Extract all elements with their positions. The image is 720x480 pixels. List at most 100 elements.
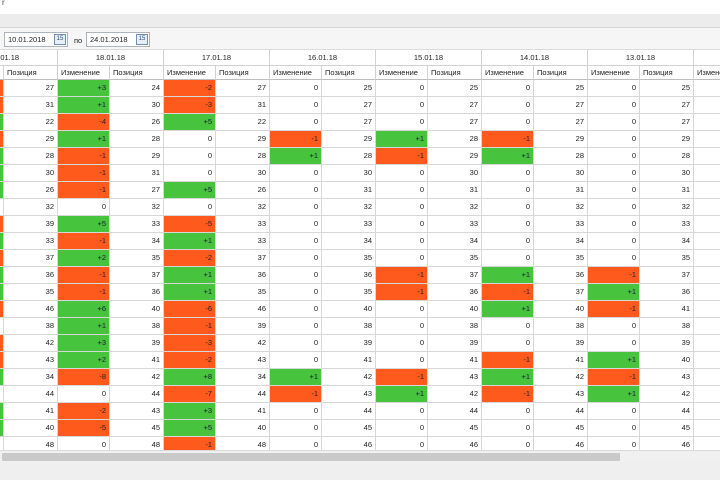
position-cell: 36 [110,284,164,301]
position-cell: 42 [4,335,58,352]
change-cell: 0 [376,420,428,437]
position-cell: 44 [428,403,482,420]
change-cell: 0 [588,335,640,352]
position-cell: 25 [640,80,694,97]
change-column-header[interactable]: Изменение [588,66,640,80]
change-cell: -2 [164,352,216,369]
change-cell: 0 [376,250,428,267]
position-column-header[interactable]: Позиция [216,66,270,80]
change-cell: 0 [376,301,428,318]
change-cell: -1 [58,267,110,284]
change-cell [694,267,720,284]
position-cell: 22 [216,114,270,131]
change-cell: 0 [588,114,640,131]
change-cell [694,250,720,267]
change-cell: 0 [0,437,4,450]
change-cell [694,131,720,148]
position-column-header[interactable]: Позиция [428,66,482,80]
position-column-header[interactable]: Позиция [4,66,58,80]
position-cell: 42 [216,335,270,352]
horizontal-scrollbar[interactable] [0,450,720,462]
position-cell: 40 [640,352,694,369]
change-cell: 0 [270,182,322,199]
date-from-field[interactable]: 10.01.2018 15 [4,32,68,47]
date-column-header[interactable]: 19.01.18 [0,50,58,66]
change-column-header[interactable]: Изменение [58,66,110,80]
position-column-header[interactable]: Позиция [534,66,588,80]
position-cell: 36 [640,284,694,301]
change-cell: -1 [376,284,428,301]
change-cell: -6 [164,301,216,318]
position-column-header[interactable]: Позиция [640,66,694,80]
change-cell: +1 [588,386,640,403]
change-cell: 0 [270,437,322,450]
calendar-icon[interactable]: 15 [136,34,148,45]
position-cell: 29 [110,148,164,165]
position-column-header[interactable]: Позиция [322,66,376,80]
change-cell: +1 [482,369,534,386]
date-to-label: по [74,36,83,45]
position-cell: 30 [216,165,270,182]
change-cell [694,318,720,335]
scrollbar-thumb[interactable] [2,453,620,461]
date-column-header[interactable]: 18.01.18 [58,50,164,66]
position-cell: 30 [110,97,164,114]
position-cell: 22 [4,114,58,131]
change-cell: 0 [376,80,428,97]
change-cell: +1 [0,165,4,182]
change-cell: 0 [482,250,534,267]
change-column-header[interactable]: Изменение [482,66,534,80]
date-column-header[interactable]: 13.01.18 [588,50,694,66]
change-cell: +4 [0,114,4,131]
position-cell: 34 [534,233,588,250]
date-column-header[interactable]: 17.01.18 [164,50,270,66]
change-cell: +1 [58,131,110,148]
change-cell: 0 [588,131,640,148]
position-cell: 28 [216,148,270,165]
position-cell: 38 [640,318,694,335]
date-column-header[interactable]: 16.01.18 [270,50,376,66]
change-cell: 0 [588,250,640,267]
change-cell: 0 [482,216,534,233]
position-cell: 29 [216,131,270,148]
change-cell: -1 [58,182,110,199]
position-cell: 45 [640,420,694,437]
position-cell: 27 [428,97,482,114]
change-cell: 0 [164,199,216,216]
change-column-header[interactable]: Изменение [694,66,720,80]
position-cell: 37 [216,250,270,267]
date-column-header[interactable]: 15.01.18 [376,50,482,66]
change-cell: -1 [0,97,4,114]
date-column-header[interactable]: 14.01.18 [482,50,588,66]
change-column-header[interactable]: Изменение [270,66,322,80]
position-cell: 35 [322,250,376,267]
position-cell: 32 [216,199,270,216]
change-cell: 0 [270,403,322,420]
position-cell: 26 [110,114,164,131]
date-to-field[interactable]: 24.01.2018 15 [86,32,150,47]
date-column-header[interactable] [694,50,720,66]
change-cell: 0 [482,233,534,250]
change-column-header[interactable]: Изменение [0,66,4,80]
change-cell: 0 [270,233,322,250]
position-cell: 27 [322,114,376,131]
change-cell: -1 [164,318,216,335]
position-cell: 41 [216,403,270,420]
change-column-header[interactable]: Изменение [376,66,428,80]
position-cell: 32 [110,199,164,216]
position-cell: 34 [216,369,270,386]
position-cell: 28 [640,148,694,165]
change-cell: -8 [58,369,110,386]
position-cell: 42 [110,369,164,386]
position-cell: 40 [322,301,376,318]
change-cell: -3 [0,80,4,97]
change-cell: +1 [164,284,216,301]
position-cell: 24 [110,80,164,97]
position-cell: 29 [322,131,376,148]
position-cell: 27 [534,97,588,114]
change-cell: 0 [270,165,322,182]
change-cell: 0 [588,233,640,250]
position-column-header[interactable]: Позиция [110,66,164,80]
calendar-icon[interactable]: 15 [54,34,66,45]
change-column-header[interactable]: Изменение [164,66,216,80]
